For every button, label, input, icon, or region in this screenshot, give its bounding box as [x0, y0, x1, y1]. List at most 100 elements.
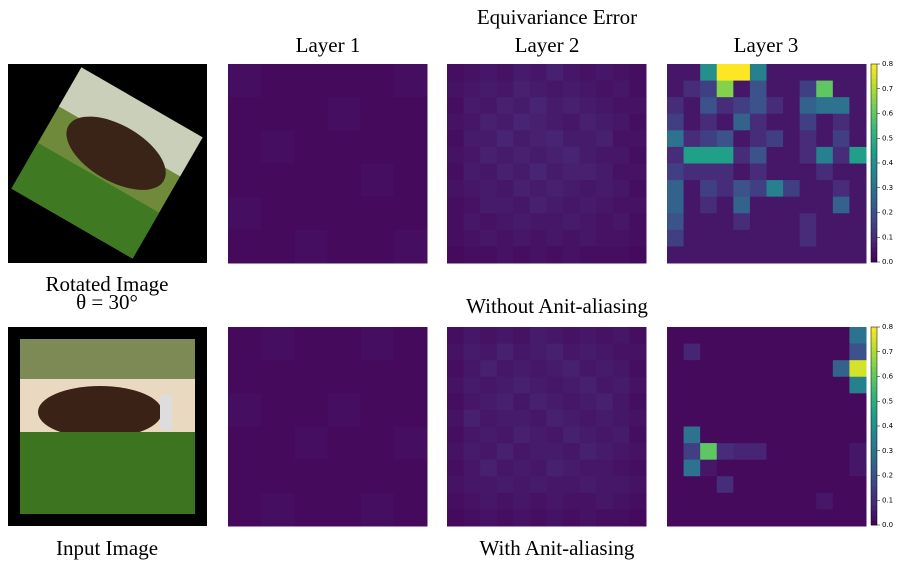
heatmap-cell: [750, 327, 767, 344]
heatmap-cell: [464, 130, 481, 147]
heatmap-cell: [530, 197, 547, 214]
heatmap-cell: [667, 147, 684, 164]
heatmap-cell: [816, 410, 833, 427]
heatmap-cell: [629, 327, 646, 344]
heatmap-cell: [767, 476, 784, 493]
heatmap-cell: [447, 393, 464, 410]
heatmap-cell: [596, 180, 613, 197]
colorbar-tick-label: 0.6: [882, 110, 894, 118]
heatmap-cell: [563, 164, 580, 181]
colorbar-segment: [871, 476, 877, 481]
figure-title: Equivariance Error: [477, 5, 637, 29]
heatmap-cell: [596, 493, 613, 510]
heatmap-cell: [613, 114, 630, 131]
heatmap-cell: [547, 230, 564, 247]
heatmap-cell: [563, 81, 580, 98]
heatmap-cell: [294, 64, 328, 98]
heatmap-cell: [849, 130, 866, 147]
heatmap-cell: [513, 476, 530, 493]
heatmap-cell: [361, 493, 395, 527]
heatmap-cell: [684, 97, 701, 114]
heatmap-cell: [580, 327, 597, 344]
heatmap-cell: [800, 246, 817, 263]
colorbar-segment: [871, 198, 877, 203]
heatmap-cell: [447, 81, 464, 98]
heatmap-cell: [547, 476, 564, 493]
heatmap-cell: [580, 114, 597, 131]
heatmap-cell: [750, 443, 767, 460]
heatmap-cell: [613, 393, 630, 410]
heatmap-cell: [228, 230, 262, 264]
heatmap-cell: [530, 476, 547, 493]
heatmap-cell: [580, 246, 597, 263]
heatmap-cell: [629, 64, 646, 81]
heatmap-cell: [596, 427, 613, 444]
heatmap-cell: [294, 230, 328, 264]
heatmap-cell: [294, 360, 328, 394]
heatmap-cell: [261, 460, 295, 494]
heatmap-cell: [629, 180, 646, 197]
heatmap-cell: [700, 213, 717, 230]
heatmap-cell: [800, 114, 817, 131]
heatmap-cell: [667, 427, 684, 444]
heatmap-cell: [596, 344, 613, 361]
heatmap-cell: [833, 64, 850, 81]
heatmap-cell: [464, 377, 481, 394]
colorbar-segment: [871, 123, 877, 128]
heatmap-cell: [580, 164, 597, 181]
heatmap-cell: [717, 114, 734, 131]
heatmap-cell: [629, 509, 646, 526]
heatmap-cell: [750, 460, 767, 477]
heatmap-cell: [733, 493, 750, 510]
colorbar-segment: [871, 158, 877, 163]
heatmap-cell: [547, 114, 564, 131]
heatmap-cell: [684, 114, 701, 131]
heatmap-cell: [447, 509, 464, 526]
colorbar-segment: [871, 242, 877, 247]
heatmap-cell: [700, 410, 717, 427]
heatmap-cell: [629, 493, 646, 510]
heatmap-cell: [833, 164, 850, 181]
heatmap-cell: [447, 360, 464, 377]
colorbar-segment: [871, 505, 877, 510]
heatmap-cell: [447, 97, 464, 114]
heatmap-cell: [629, 427, 646, 444]
colorbar-segment: [871, 104, 877, 109]
heatmap-cell: [294, 164, 328, 198]
heatmap-cell: [228, 460, 262, 494]
heatmap-cell: [849, 377, 866, 394]
heatmap-cell: [767, 393, 784, 410]
heatmap-cell: [783, 327, 800, 344]
heatmap-cell: [684, 81, 701, 98]
colorbar-segment: [871, 381, 877, 386]
heatmap-cell: [596, 443, 613, 460]
heatmap-cell: [480, 180, 497, 197]
colorbar-segment: [871, 133, 877, 138]
heatmap-cell: [447, 164, 464, 181]
colorbar-segment: [871, 337, 877, 342]
heatmap-cell: [613, 493, 630, 510]
heatmap-cell: [464, 493, 481, 510]
heatmap-cell: [596, 147, 613, 164]
heatmap-cell: [394, 493, 428, 527]
heatmap-cell: [717, 213, 734, 230]
heatmap-cell: [667, 344, 684, 361]
heatmap-cell: [547, 427, 564, 444]
heatmap-cell: [361, 393, 395, 427]
heatmap-cell: [733, 147, 750, 164]
heatmap-cell: [733, 97, 750, 114]
heatmap-cell: [783, 114, 800, 131]
heatmap-cell: [800, 360, 817, 377]
heatmap-cell: [717, 164, 734, 181]
heatmap-cell: [613, 130, 630, 147]
heatmap-cell: [530, 493, 547, 510]
heatmap-cell: [328, 130, 362, 164]
heatmap-cell: [447, 213, 464, 230]
heatmap-cell: [800, 230, 817, 247]
colorbar-segment: [871, 416, 877, 421]
colorbar-segment: [871, 118, 877, 123]
heatmap-cell: [700, 246, 717, 263]
heatmap-cell: [394, 97, 428, 131]
heatmap-cell: [750, 164, 767, 181]
heatmap-cell: [629, 443, 646, 460]
